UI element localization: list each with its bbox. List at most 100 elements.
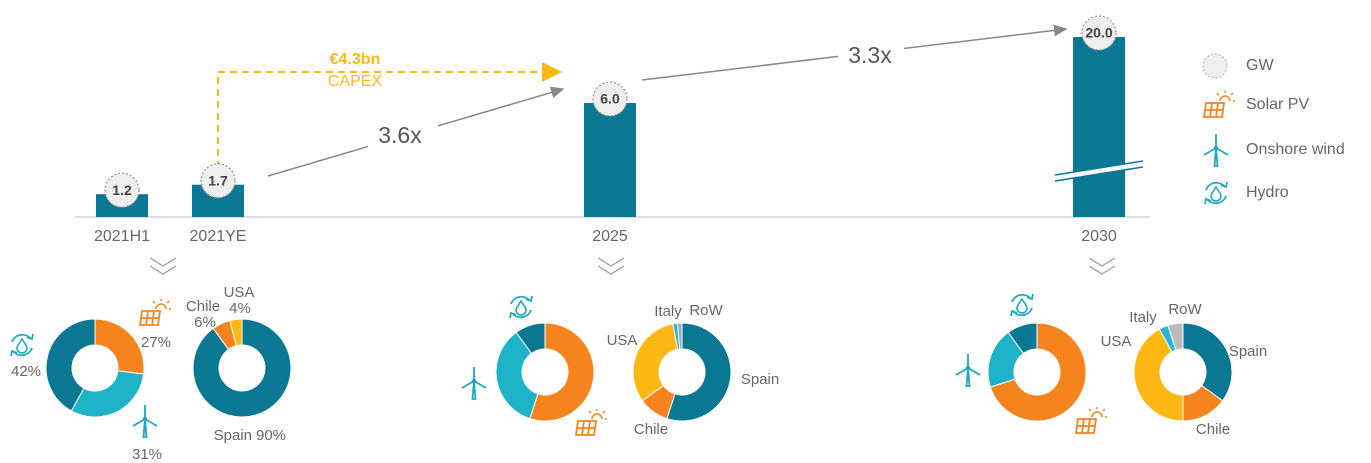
value-label: 6.0 [600,91,620,107]
turbine [461,367,487,400]
category-label: RoW [1168,301,1202,318]
x-tick-label: 2021YE [190,228,247,245]
hub [471,378,477,384]
solar-icon [1202,91,1235,118]
panel [1202,102,1226,118]
category-label: Chile [1196,421,1230,438]
donut-segment [70,370,145,418]
hydro-icon [1010,293,1034,317]
hub [142,416,148,422]
panel [1074,418,1098,434]
category-label: USA [1101,333,1132,350]
value-badge [1081,15,1117,51]
axis-break [1055,161,1143,181]
value-badge [200,163,236,199]
value-badge [104,172,140,208]
annotation: 3.6x [378,122,422,148]
turbine [955,354,981,387]
value-label: 42% [11,363,41,380]
sun [588,409,607,420]
wind-icon [461,367,487,400]
donut-segment [1167,322,1184,351]
annotation: 3.3x [848,42,892,68]
turbine [1203,134,1229,167]
wind-icon [955,354,981,387]
label-bg [368,120,438,152]
panel [138,310,162,326]
donut-segment [676,322,683,350]
arrows [1204,181,1228,205]
hub [965,365,971,371]
annotation: €4.3bn [330,51,381,68]
x-tick-label: 2025 [592,228,628,245]
sun [1216,91,1235,102]
value-label: 4% [229,300,251,317]
donut-segment [1182,322,1233,402]
wind-icon [1203,134,1229,167]
value-label: 6% [194,314,216,331]
hydro-icon [10,333,34,357]
value-label: 1.2 [112,182,132,198]
category-label: Spain [741,371,779,388]
donut-segment [515,322,546,355]
bar [584,103,636,217]
bar [1073,37,1125,217]
arrows [1010,293,1034,317]
value-label: 90% [256,427,286,444]
donut-segment [94,318,145,375]
category-label: USA [224,284,255,301]
x-tick-label: 2021H1 [94,228,150,245]
drop [515,299,527,316]
category-label: Italy [654,303,682,320]
value-label: 27% [141,334,171,351]
drop [16,337,28,354]
donut-segment [989,322,1087,422]
label-bg [838,42,904,72]
hydro-icon [1204,181,1228,205]
category-label: USA [607,332,638,349]
drop [1210,185,1222,202]
solar-icon [1074,407,1107,434]
drop [1016,297,1028,314]
donut-segment [529,322,595,422]
legend-gw [1202,53,1228,79]
legend-label: Onshore wind [1246,141,1345,158]
annotation: CAPEX [328,73,383,90]
donut-segment [666,322,732,422]
category-label: Italy [1129,309,1157,326]
x-tick-label: 2030 [1081,228,1117,245]
donut-segment [495,331,539,420]
category-label: RoW [689,302,723,319]
sun [152,299,171,310]
donut-segment [632,323,679,402]
value-label: 31% [132,446,162,463]
legend-label: Solar PV [1246,96,1309,113]
category-label: Spain [214,427,252,444]
panel [574,420,598,436]
value-badge [592,81,628,117]
donut-segment [192,318,292,418]
solar-icon [138,299,171,326]
hub [1213,145,1219,151]
donut-segment [1007,322,1038,355]
capex-arrow [217,62,562,168]
wind-icon [132,405,158,438]
turbine [132,405,158,438]
donut-segment [229,318,243,347]
solar-icon [574,409,607,436]
category-label: Spain [1229,343,1267,360]
chevrons [149,257,1116,275]
donut-segment [45,318,96,412]
category-label: Chile [634,421,668,438]
axis-break-line [1054,160,1144,182]
legend-label: GW [1246,57,1274,74]
legend-label: Hydro [1246,184,1289,201]
donut-segment [1133,328,1184,422]
value-label: 20.0 [1085,25,1112,41]
hydro-icon [509,295,533,319]
arrows [509,295,533,319]
value-label: 1.7 [208,172,228,188]
category-label: Chile [186,298,220,315]
sun [1088,407,1107,418]
